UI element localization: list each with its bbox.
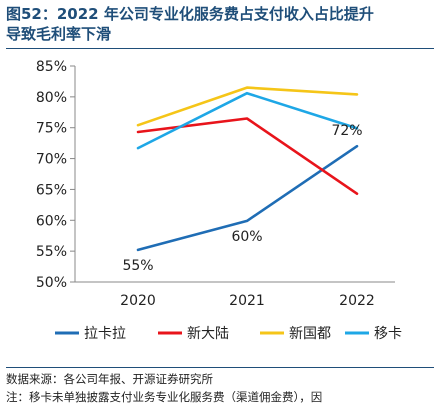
- y-tick-label: 80%: [36, 90, 67, 106]
- series-line-3: [136, 86, 359, 127]
- series-line-4: [136, 91, 359, 150]
- title-divider: [6, 48, 434, 49]
- chart-title: 图52：2022 年公司专业化服务费占支付收入占比提升 导致毛利率下滑: [6, 4, 434, 44]
- series-lines: [136, 86, 359, 252]
- x-tick-label: 2021: [229, 293, 265, 309]
- y-tick-label: 60%: [36, 213, 67, 229]
- data-labels: 55% 60% 72%: [122, 123, 362, 274]
- data-label: 55%: [122, 258, 153, 274]
- y-tick-label: 85%: [36, 59, 67, 75]
- y-tick-label: 55%: [36, 244, 67, 260]
- data-label: 72%: [331, 123, 362, 139]
- legend: 拉卡拉 新大陆 新国都 移卡: [55, 326, 402, 342]
- footnote: 注：移卡未单独披露支付业务专业化服务费（渠道佣金费），因: [6, 390, 323, 404]
- source-note: 数据来源：各公司年报、开源证券研究所: [6, 372, 213, 386]
- legend-label: 新国都: [289, 326, 331, 342]
- series-line-2: [136, 117, 359, 195]
- x-tick-label: 2020: [120, 293, 156, 309]
- legend-label: 新大陆: [187, 326, 229, 342]
- data-label: 60%: [231, 229, 262, 245]
- y-tick-label: 70%: [36, 152, 67, 168]
- legend-label: 拉卡拉: [84, 326, 126, 342]
- y-tick-label: 75%: [36, 121, 67, 137]
- x-axis: 2020 2021 2022: [75, 281, 395, 309]
- footer-divider: [6, 367, 434, 368]
- y-axis: 50% 55% 60% 65% 70% 75% 80% 85%: [36, 59, 76, 291]
- title-line-1: 图52：2022 年公司专业化服务费占支付收入占比提升: [6, 5, 374, 23]
- series-line-1: [136, 144, 359, 252]
- legend-label: 移卡: [374, 326, 402, 342]
- y-tick-label: 50%: [36, 275, 67, 291]
- title-line-2: 导致毛利率下滑: [6, 25, 112, 43]
- y-tick-label: 65%: [36, 182, 67, 198]
- x-tick-label: 2022: [339, 293, 375, 309]
